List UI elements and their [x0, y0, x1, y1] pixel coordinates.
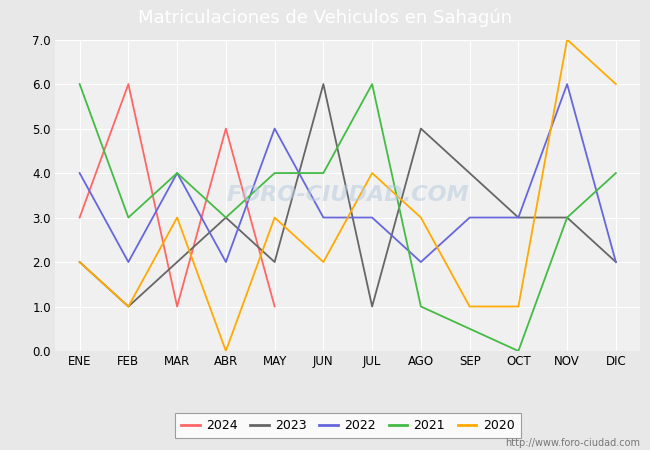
Text: http://www.foro-ciudad.com: http://www.foro-ciudad.com — [505, 438, 640, 448]
Text: FORO-CIUDAD.COM: FORO-CIUDAD.COM — [226, 185, 469, 205]
Legend: 2024, 2023, 2022, 2021, 2020: 2024, 2023, 2022, 2021, 2020 — [175, 413, 521, 438]
Text: Matriculaciones de Vehiculos en Sahagún: Matriculaciones de Vehiculos en Sahagún — [138, 8, 512, 27]
